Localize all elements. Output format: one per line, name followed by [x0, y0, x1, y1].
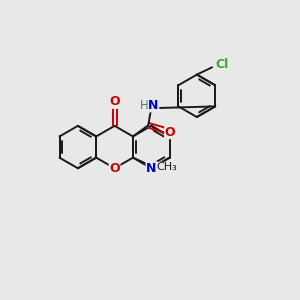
Text: N: N	[146, 162, 157, 175]
Text: Cl: Cl	[215, 58, 228, 71]
Text: O: O	[165, 125, 176, 139]
Text: CH₃: CH₃	[157, 162, 177, 172]
Text: O: O	[109, 162, 120, 175]
Text: O: O	[109, 95, 120, 108]
Text: N: N	[148, 99, 159, 112]
Text: H: H	[140, 99, 149, 112]
